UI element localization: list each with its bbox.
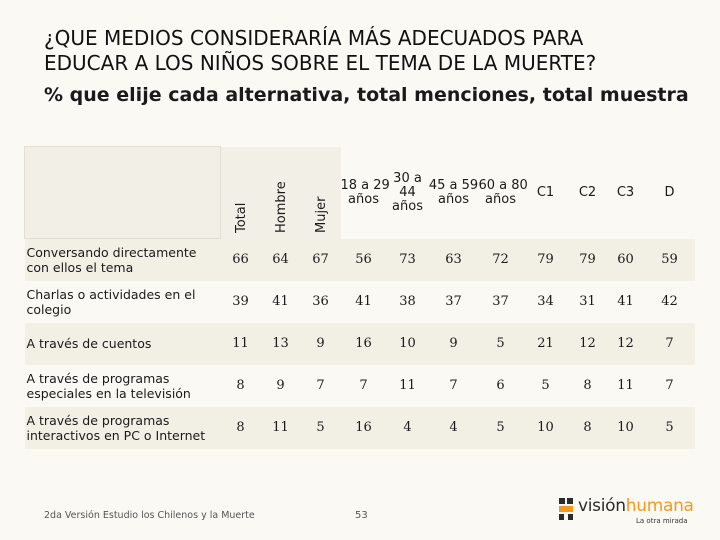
- table-cell: 11: [260, 406, 301, 449]
- header-total: Total: [220, 146, 261, 239]
- table-row: A través de programas interactivos en PC…: [24, 406, 695, 449]
- table-cell: 66: [220, 238, 261, 281]
- row-label: A través de programas especiales en la t…: [26, 370, 191, 401]
- table-cell: 79: [568, 238, 607, 281]
- row-label: A través de cuentos: [24, 322, 221, 365]
- table-cell: 10: [386, 322, 429, 365]
- table-cell: 5: [541, 378, 550, 393]
- page-number: 53: [355, 510, 368, 521]
- table-cell: 36: [312, 294, 329, 309]
- table-cell: 5: [478, 322, 523, 365]
- table-cell: 5: [644, 406, 695, 449]
- table-cell: 10: [606, 406, 645, 449]
- header-age-60-80: 60 a 80 años: [478, 177, 528, 207]
- header-age-18-29: 18 a 29 años: [340, 177, 390, 207]
- results-table: Total Hombre Mujer 18 a 29 años 30 a 44 año…: [24, 146, 695, 449]
- header-age-45-59: 45 a 59 años: [428, 177, 479, 207]
- table-row: Charlas o actividades en el colegio 39 41 3…: [25, 281, 695, 323]
- page-title: ¿QUE MEDIOS CONSIDERARÍA MÁS ADECUADOS P…: [44, 26, 684, 76]
- table-cell: 8: [583, 378, 592, 393]
- row-label: Conversando directamente con ellos el te…: [24, 238, 221, 281]
- table-cell: 16: [340, 322, 387, 365]
- table-cell: 34: [537, 294, 554, 309]
- table-cell: 8: [236, 378, 245, 393]
- table-cell: 11: [220, 322, 261, 365]
- table-cell: 56: [340, 238, 387, 281]
- table-cell: 7: [665, 378, 674, 393]
- table-cell: 13: [260, 322, 301, 365]
- table-cell: 67: [300, 238, 341, 281]
- header-c2: C2: [578, 184, 597, 200]
- table-cell: 41: [355, 294, 372, 309]
- table-cell: 31: [579, 294, 596, 309]
- table-row: A través de programas especiales en la t…: [25, 365, 695, 407]
- table-cell: 5: [478, 406, 523, 449]
- table-cell: 37: [445, 294, 462, 309]
- table-cell: 5: [300, 406, 341, 449]
- table-cell: 42: [661, 294, 678, 309]
- table-cell: 59: [644, 238, 695, 281]
- table-cell: 6: [496, 378, 505, 393]
- table-cell: 63: [428, 238, 479, 281]
- table-cell: 7: [359, 378, 368, 393]
- header-c3: C3: [616, 184, 635, 200]
- table-cell: 12: [606, 322, 645, 365]
- table-cell: 8: [568, 406, 607, 449]
- title-line-1: ¿QUE MEDIOS CONSIDERARÍA MÁS ADECUADOS P…: [44, 26, 584, 50]
- table-cell: 21: [522, 322, 569, 365]
- header-hombre: Hombre: [260, 146, 301, 239]
- table-cell: 60: [606, 238, 645, 281]
- page-subtitle: % que elije cada alternativa, total menc…: [44, 84, 689, 106]
- table-cell: 7: [316, 378, 325, 393]
- header-mujer: Mujer: [300, 146, 341, 239]
- table-cell: 4: [428, 406, 479, 449]
- header-corner: [24, 146, 221, 239]
- vision-humana-logo: visiónhumana La otra mirada: [556, 494, 696, 530]
- header-c1: C1: [536, 184, 555, 200]
- logo-wordmark: visiónhumana: [578, 496, 694, 516]
- table-cell: 7: [449, 378, 458, 393]
- table-cell: 10: [522, 406, 569, 449]
- table-cell: 73: [386, 238, 429, 281]
- table-cell: 64: [260, 238, 301, 281]
- table-row: A través de cuentos 11 13 9 16 10 9 5 21 12 12 7: [24, 322, 695, 365]
- table-cell: 38: [399, 294, 416, 309]
- table-cell: 37: [492, 294, 509, 309]
- logo-tagline: La otra mirada: [636, 517, 688, 525]
- row-label: A través de programas interactivos en PC…: [24, 406, 221, 449]
- logo-figure-icon: [559, 498, 573, 520]
- table-cell: 7: [644, 322, 695, 365]
- table-cell: 9: [276, 378, 285, 393]
- table-cell: 8: [220, 406, 261, 449]
- table-cell: 16: [340, 406, 387, 449]
- table-row: Conversando directamente con ellos el te…: [24, 238, 695, 281]
- footer-source: 2da Versión Estudio los Chilenos y la Mu…: [44, 510, 255, 521]
- title-line-2: EDUCAR A LOS NIÑOS SOBRE EL TEMA DE LA M…: [44, 51, 597, 75]
- table-cell: 39: [232, 294, 249, 309]
- table-cell: 72: [478, 238, 523, 281]
- header-age-30-44: 30 a 44 años: [392, 170, 423, 214]
- table-cell: 41: [272, 294, 289, 309]
- row-label: Charlas o actividades en el colegio: [26, 286, 196, 317]
- table-cell: 9: [300, 322, 341, 365]
- header-d: D: [664, 184, 675, 200]
- header-row: Total Hombre Mujer 18 a 29 años 30 a 44 año…: [24, 146, 695, 239]
- table-cell: 79: [522, 238, 569, 281]
- table-cell: 12: [568, 322, 607, 365]
- table-cell: 11: [399, 378, 416, 393]
- table-cell: 4: [386, 406, 429, 449]
- table-cell: 11: [617, 378, 634, 393]
- table-cell: 41: [617, 294, 634, 309]
- table-cell: 9: [428, 322, 479, 365]
